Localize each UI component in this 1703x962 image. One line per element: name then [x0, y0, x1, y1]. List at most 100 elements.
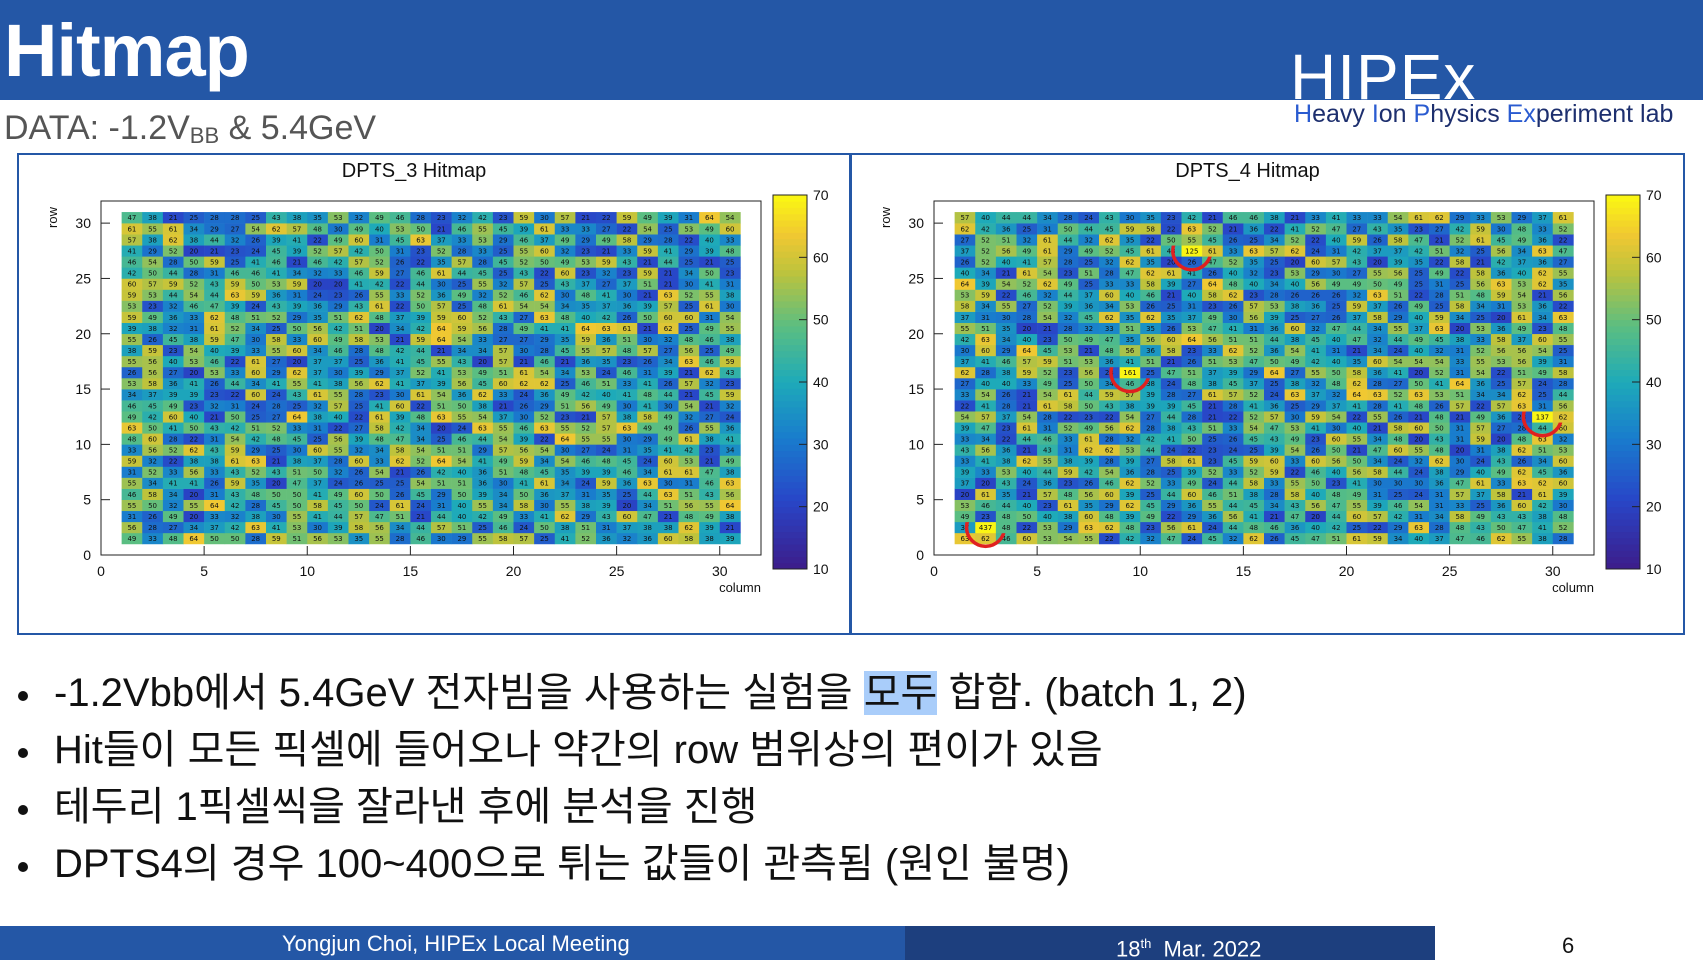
- heatmap-cell: [1284, 466, 1306, 478]
- heatmap-cell: [204, 433, 226, 445]
- heatmap-cell: [699, 389, 721, 401]
- heatmap-cell: [1284, 289, 1306, 301]
- heatmap-cell: [1490, 488, 1512, 500]
- heatmap-cell: [699, 422, 721, 434]
- cell-value-label: 50: [519, 491, 528, 499]
- heatmap-cell: [1264, 366, 1285, 379]
- cell-value-label: 46: [1105, 480, 1114, 488]
- cell-value-label: 39: [1229, 369, 1238, 377]
- heatmap-cell: [995, 521, 1017, 534]
- cell-value-label: 31: [1414, 513, 1423, 521]
- heatmap-cell: [1264, 344, 1285, 357]
- cell-value-label: 43: [210, 447, 219, 455]
- heatmap-cell: [1243, 223, 1265, 235]
- cell-value-label: 34: [1373, 435, 1382, 443]
- heatmap-cell: [1016, 234, 1038, 246]
- heatmap-cell: [1511, 355, 1533, 368]
- cell-value-label: 25: [1435, 303, 1444, 311]
- cell-value-label: 54: [540, 369, 549, 377]
- heatmap-cell: [1202, 245, 1224, 257]
- heatmap-cell: [1552, 278, 1574, 290]
- colorbar-segment: [1606, 257, 1640, 265]
- cell-value-label: 38: [726, 292, 735, 300]
- heatmap-cell: [1016, 488, 1038, 500]
- heatmap-cell: [637, 532, 659, 545]
- cell-value-label: 21: [437, 225, 446, 233]
- heatmap-cell: [699, 433, 721, 445]
- cell-value-label: 55: [1394, 325, 1403, 333]
- cell-value-label: 53: [1043, 524, 1052, 532]
- heatmap-cell: [472, 521, 494, 534]
- cell-value-label: 31: [1064, 447, 1073, 455]
- heatmap-cell: [162, 510, 184, 523]
- cell-value-label: 34: [127, 391, 136, 399]
- cell-value-label: 30: [622, 292, 631, 300]
- heatmap-cell: [596, 477, 617, 489]
- cell-value-label: 50: [1167, 236, 1176, 244]
- heatmap-cell: [1367, 344, 1389, 357]
- cell-value-label: 53: [127, 303, 136, 311]
- cell-value-label: 51: [457, 447, 466, 455]
- cell-value-label: 53: [1517, 303, 1526, 311]
- heatmap-cell: [554, 333, 576, 346]
- heatmap-cell: [389, 311, 411, 323]
- cell-value-label: 50: [231, 413, 240, 421]
- heatmap-cell: [554, 510, 576, 523]
- cell-value-label: 39: [292, 303, 301, 311]
- heatmap-cell: [348, 245, 370, 257]
- heatmap-cell: [657, 355, 679, 368]
- heatmap-cell: [1160, 466, 1182, 478]
- cell-value-label: 49: [561, 236, 570, 244]
- heatmap-cell: [1037, 422, 1059, 434]
- heatmap-cell: [142, 256, 164, 268]
- cell-value-label: 33: [561, 225, 570, 233]
- heatmap-cell: [554, 477, 576, 489]
- heatmap-cell: [266, 455, 287, 467]
- heatmap-cell: [1078, 378, 1100, 390]
- heatmap-cell: [142, 400, 164, 412]
- heatmap-cell: [699, 223, 721, 235]
- cell-value-label: 61: [519, 369, 528, 377]
- heatmap-cell: [1284, 433, 1306, 445]
- cell-value-label: 63: [1538, 435, 1547, 443]
- footer-date: 18th Mar. 2022: [1116, 936, 1262, 962]
- cell-value-label: 62: [1435, 214, 1444, 222]
- heatmap-cell: [183, 532, 205, 545]
- cell-value-label: 41: [1435, 380, 1444, 388]
- heatmap-cell: [1429, 411, 1450, 423]
- cell-value-label: 30: [1002, 314, 1011, 322]
- heatmap-cell: [1181, 245, 1203, 257]
- heatmap-cell: [121, 510, 143, 523]
- heatmap-cell: [307, 355, 329, 368]
- cell-value-label: 23: [148, 303, 157, 311]
- heatmap-cell: [1160, 510, 1182, 523]
- heatmap-cell: [1016, 433, 1038, 445]
- heatmap-cell: [1490, 256, 1512, 268]
- heatmap-cell: [183, 422, 205, 434]
- heatmap-cell: [616, 355, 638, 368]
- cell-value-label: 33: [981, 469, 990, 477]
- colorbar-tick-label: 20: [1646, 499, 1662, 515]
- cell-value-label: 43: [272, 303, 281, 311]
- heatmap-cell: [995, 510, 1017, 523]
- heatmap-cell: [183, 289, 205, 301]
- heatmap-cell: [657, 311, 679, 323]
- cell-value-label: 55: [1352, 502, 1361, 510]
- cell-value-label: 29: [1187, 513, 1196, 521]
- heatmap-cell: [121, 311, 143, 323]
- cell-value-label: 55: [581, 347, 590, 355]
- heatmap-cell: [1202, 444, 1224, 456]
- cell-value-label: 37: [313, 458, 322, 466]
- heatmap-cell: [1078, 411, 1100, 423]
- cell-value-label: 23: [437, 214, 446, 222]
- heatmap-cell: [719, 322, 741, 335]
- heatmap-cell: [719, 378, 741, 390]
- cell-value-label: 48: [1064, 491, 1073, 499]
- cell-value-label: 55: [1002, 303, 1011, 311]
- colorbar-segment: [773, 388, 807, 395]
- cell-value-label: 45: [1105, 225, 1114, 233]
- cell-value-label: 21: [643, 325, 652, 333]
- heatmap-cell: [1408, 311, 1430, 323]
- heatmap-cell: [472, 455, 494, 467]
- heatmap-cell: [1470, 532, 1492, 545]
